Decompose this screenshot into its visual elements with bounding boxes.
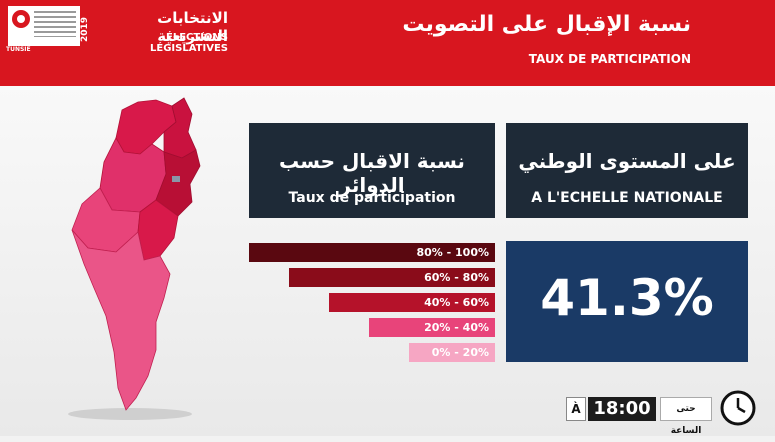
map-region-marker	[172, 176, 180, 182]
page-title-ar: نسبة الإقبال على التصويت	[402, 12, 691, 37]
national-participation-panel: على المستوى الوطني A L'ECHELLE NATIONALE	[506, 123, 748, 218]
tunisia-flag-icon	[12, 10, 30, 28]
time-prefix: À	[566, 397, 586, 421]
map-shadow	[68, 408, 192, 420]
legend-label: 80% - 100%	[416, 246, 489, 259]
legend-bar: 40% - 60%	[329, 293, 495, 312]
regional-title-ar: نسبة الاقبال حسب الدوائر	[279, 149, 465, 197]
isie-logo	[8, 6, 80, 46]
header-bar: TUNSIE 2019 الانتخابات التشريعية ÉLECTIO…	[0, 0, 775, 86]
legend-label: 0% - 20%	[431, 346, 489, 359]
map-region-sahel	[155, 149, 201, 217]
national-title-fr: A L'ECHELLE NATIONALE	[531, 190, 723, 206]
legend-label: 60% - 80%	[424, 271, 489, 284]
time-label-ar: حتى الساعة	[660, 397, 712, 436]
regional-title-fr: Taux de participation	[288, 190, 456, 206]
page-title-fr: TAUX DE PARTICIPATION	[528, 52, 691, 66]
regional-participation-panel: نسبة الاقبال حسب الدوائر Taux de partici…	[249, 123, 495, 218]
national-title-ar: على المستوى الوطني	[518, 149, 736, 173]
national-rate-value: 41.3%	[540, 269, 714, 327]
legend-label: 20% - 40%	[424, 321, 489, 334]
legend-bar: 0% - 20%	[409, 343, 495, 362]
time-value: 18:00	[588, 397, 656, 421]
legend-bar: 80% - 100%	[249, 243, 495, 262]
legend-bar: 60% - 80%	[289, 268, 495, 287]
election-title-ar: الانتخابات التشريعية	[157, 9, 228, 45]
election-title-fr: ÉLECTIONS LÉGISLATIVES	[150, 32, 228, 54]
map-region-south	[71, 229, 171, 411]
legend-bar: 20% - 40%	[369, 318, 495, 337]
election-year: 2019	[80, 16, 90, 42]
logo-text: TUNSIE	[6, 46, 31, 53]
logo-arabic-lettering	[34, 11, 76, 37]
legend-label: 40% - 60%	[424, 296, 489, 309]
tunisia-map	[68, 97, 201, 420]
clock-icon	[720, 390, 756, 426]
national-rate-box: 41.3%	[506, 241, 748, 362]
